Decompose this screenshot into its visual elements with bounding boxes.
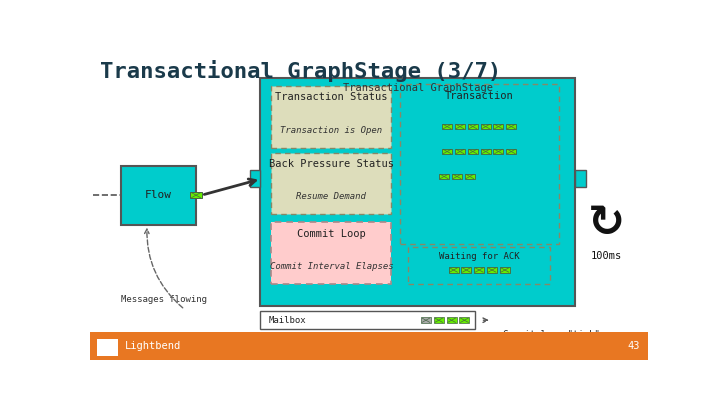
Bar [455,124,465,129]
Text: Commit Interval Elapses: Commit Interval Elapses [269,262,393,271]
Text: Waiting for ACK: Waiting for ACK [439,252,520,261]
Bar [271,86,392,148]
Bar [500,267,510,273]
Text: Transaction Status: Transaction Status [275,92,387,102]
Text: Resume Demand: Resume Demand [297,192,366,201]
Bar [487,267,497,273]
Bar [121,166,196,225]
Text: 43: 43 [627,341,639,351]
Text: Transactional GraphStage: Transactional GraphStage [343,83,492,93]
Bar [468,149,478,154]
Text: Lightbend: Lightbend [125,341,181,351]
Bar [452,174,462,179]
Text: Messages flowing: Messages flowing [121,295,207,304]
Bar [90,332,648,360]
Bar [400,85,559,243]
Bar [464,174,474,179]
Bar [446,318,456,323]
Bar [408,247,550,284]
Bar [439,174,449,179]
Bar [493,149,503,154]
Bar [506,149,516,154]
Bar [459,318,469,323]
Bar [468,124,478,129]
Text: 100ms: 100ms [590,251,622,261]
Bar [481,149,490,154]
Bar [260,78,575,306]
Text: Transaction: Transaction [445,91,513,101]
Bar [442,124,452,129]
Bar [455,149,465,154]
Bar [250,171,260,188]
Text: Mailbox: Mailbox [269,316,306,325]
Bar [481,124,490,129]
Bar [96,339,118,356]
Bar [493,124,503,129]
Bar [421,318,431,323]
Bar [474,267,485,273]
Text: Commit Loop: Commit Loop [297,230,366,239]
Bar [449,267,459,273]
Bar [190,192,202,198]
Bar [506,124,516,129]
Bar [271,153,392,214]
Text: Back Pressure Status: Back Pressure Status [269,159,394,169]
Text: ↻: ↻ [588,202,625,245]
Bar [260,311,475,329]
Bar [575,171,585,188]
Text: Commit loop "tick"
message: Commit loop "tick" message [503,330,600,349]
Bar [442,149,452,154]
Bar [433,318,444,323]
Bar [271,222,392,284]
Text: Transaction is Open: Transaction is Open [280,126,382,135]
Bar [462,267,472,273]
Text: Transactional GraphStage (3/7): Transactional GraphStage (3/7) [100,60,501,81]
Text: Flow: Flow [145,190,172,200]
